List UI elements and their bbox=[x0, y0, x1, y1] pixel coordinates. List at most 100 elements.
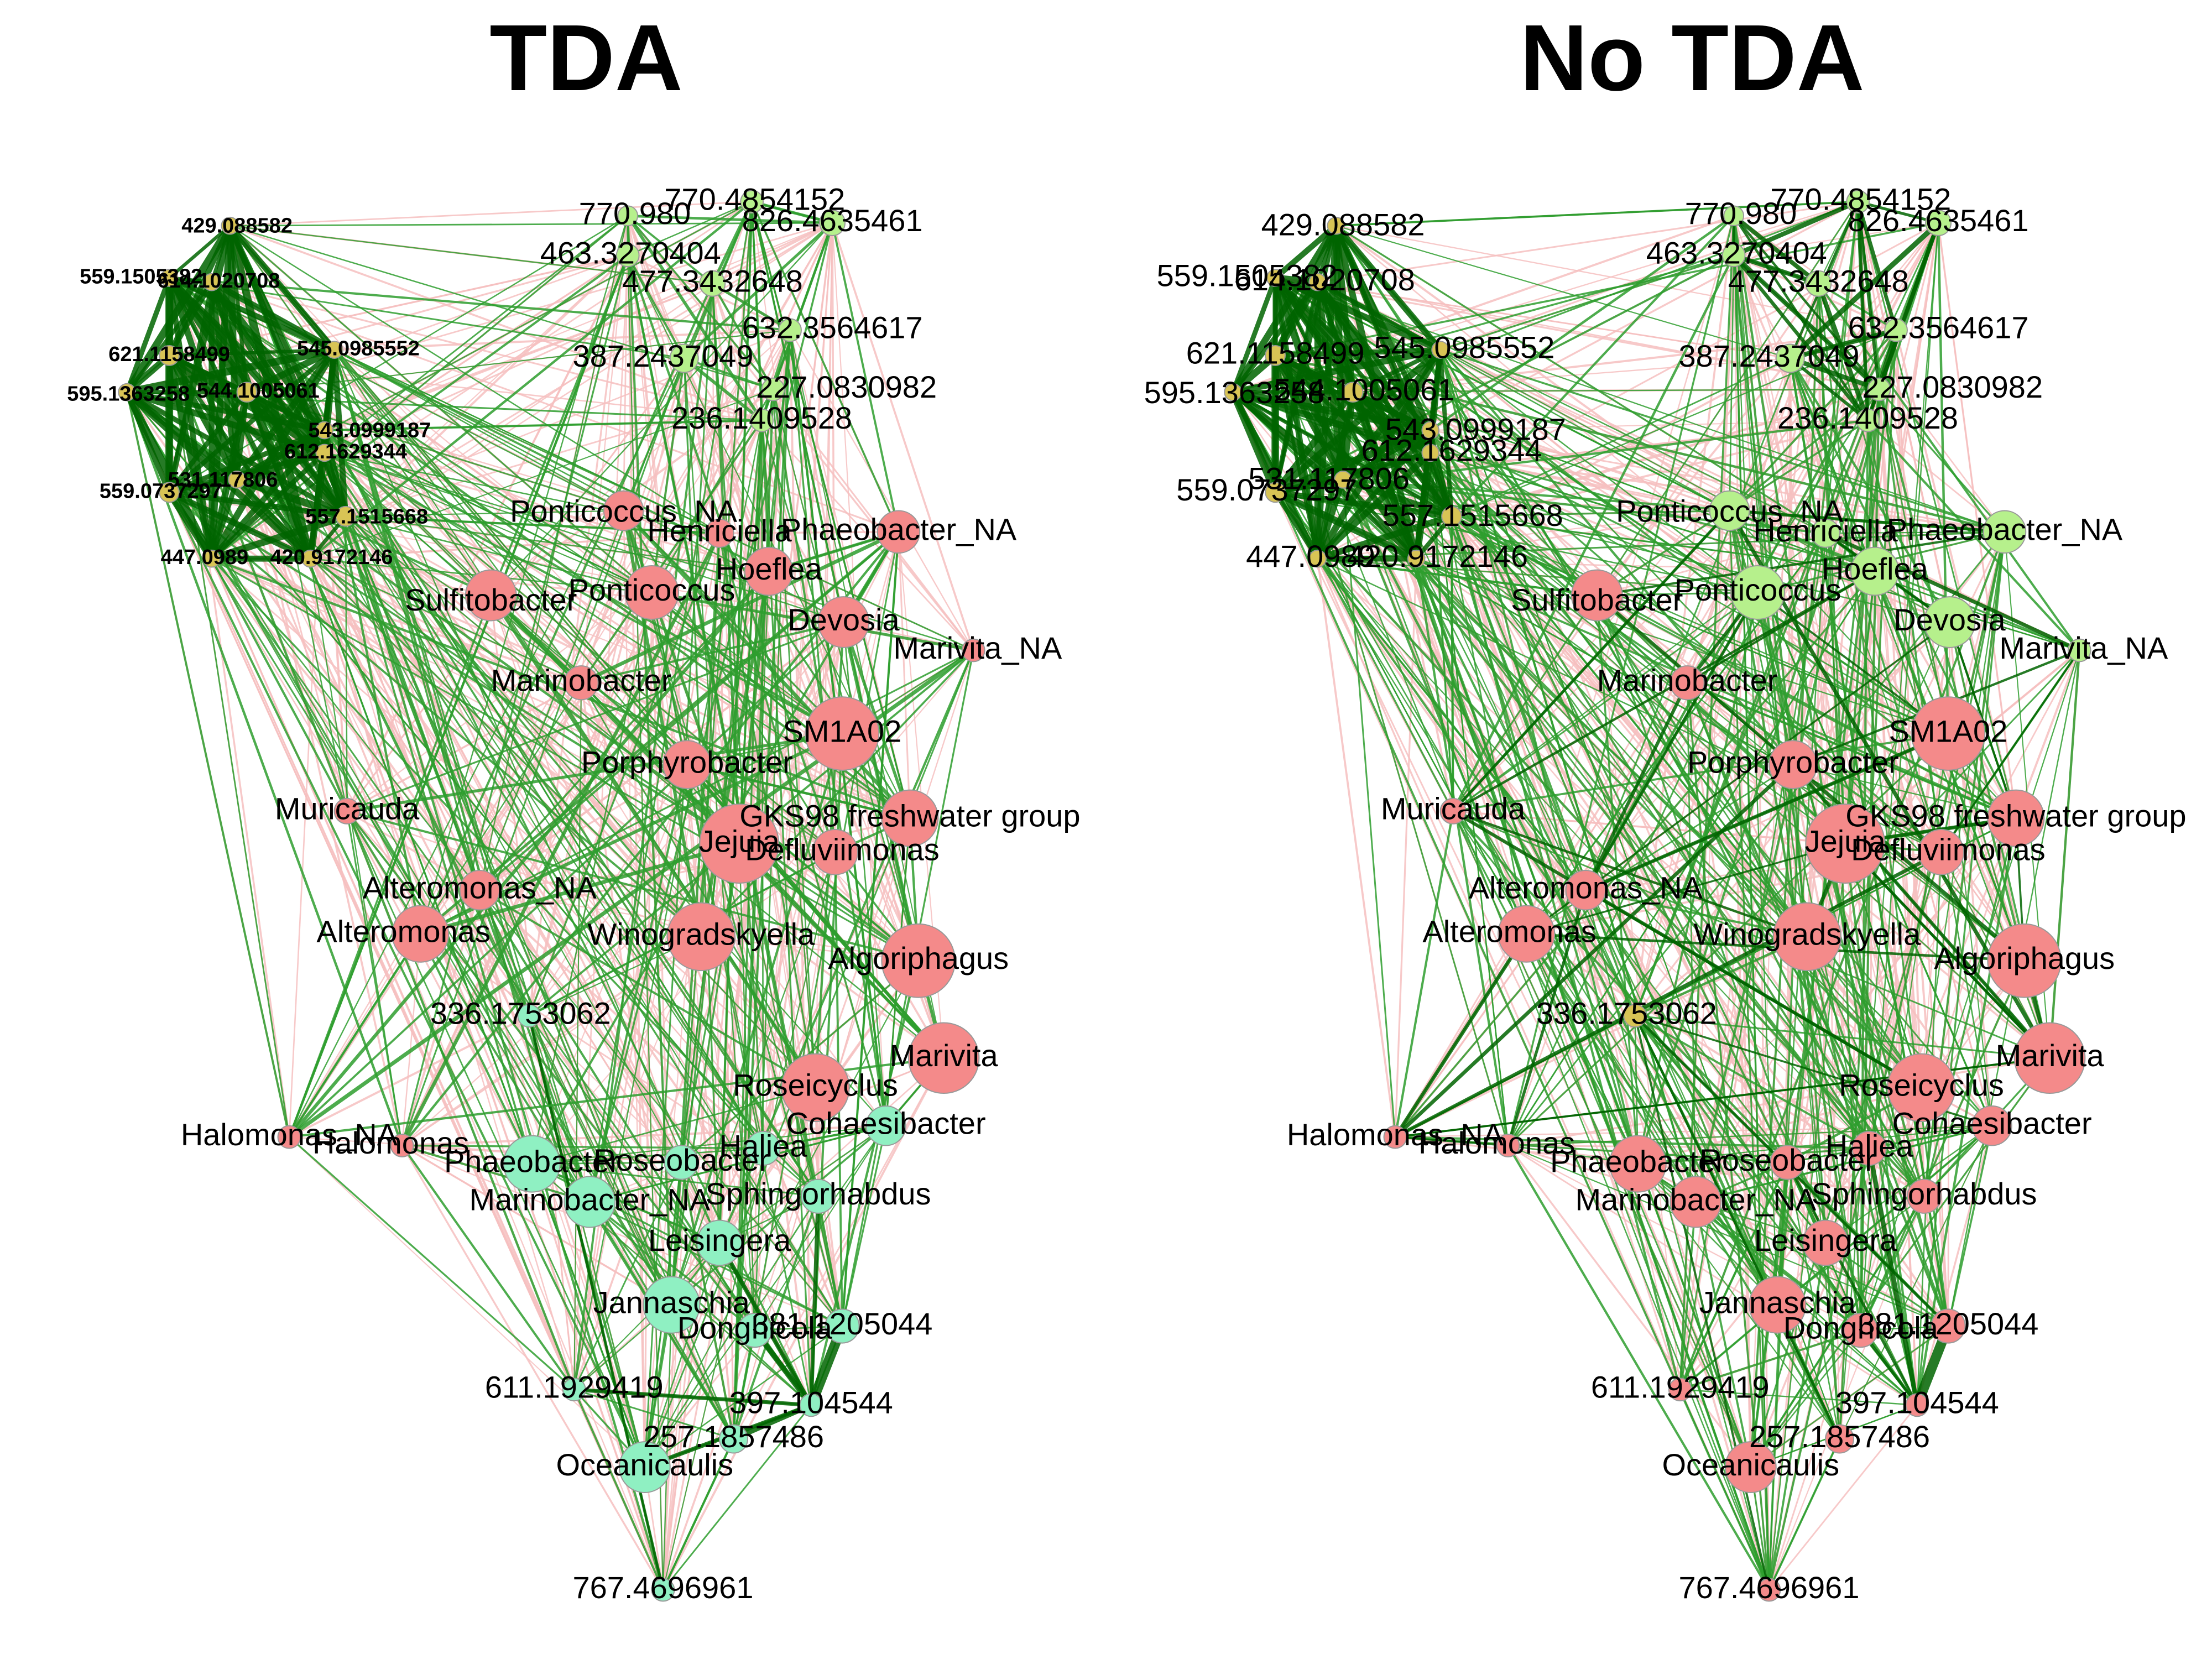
strong-edge bbox=[1584, 592, 1759, 891]
strong-edge bbox=[1230, 277, 1278, 393]
positive-edge bbox=[1877, 389, 2026, 961]
network-node bbox=[1825, 1424, 1855, 1454]
node-label: 632.3564617 bbox=[742, 310, 923, 345]
node-label: 595.1363258 bbox=[67, 382, 190, 405]
positive-edge bbox=[1786, 1162, 1840, 1439]
network-node bbox=[118, 383, 136, 401]
node-label: Halomonas bbox=[1418, 1125, 1575, 1160]
network-node bbox=[277, 1125, 301, 1149]
strong-edge bbox=[626, 215, 763, 421]
strong-edge bbox=[574, 1387, 812, 1407]
positive-edge bbox=[531, 1125, 886, 1165]
network-node bbox=[877, 510, 921, 554]
positive-edge bbox=[1275, 277, 2005, 533]
negative-edge bbox=[333, 349, 702, 937]
node-label: 559.0737297 bbox=[1176, 472, 1357, 507]
network-node bbox=[236, 382, 258, 403]
negative-edge bbox=[644, 201, 753, 1468]
positive-edge bbox=[732, 1196, 820, 1439]
strong-edge bbox=[684, 357, 774, 391]
positive-edge bbox=[1818, 283, 1897, 331]
node-label: Devosia bbox=[787, 602, 900, 637]
strong-edge bbox=[419, 530, 900, 935]
network-node bbox=[817, 596, 870, 648]
positive-edge bbox=[288, 621, 844, 1138]
negative-edge bbox=[401, 1145, 664, 1590]
negative-edge bbox=[345, 222, 833, 517]
node-label: Phaeobacter bbox=[444, 1144, 620, 1178]
positive-edge bbox=[589, 1125, 886, 1203]
positive-edge bbox=[1679, 533, 1827, 1390]
network-node bbox=[1843, 1313, 1879, 1348]
node-label: 611.1929419 bbox=[485, 1370, 664, 1405]
node-label: Henriciella bbox=[1753, 513, 1898, 548]
positive-edge bbox=[662, 1438, 735, 1590]
network-node bbox=[666, 902, 736, 972]
network-node bbox=[1224, 383, 1242, 401]
node-label: 767.4696961 bbox=[572, 1570, 753, 1605]
positive-edge bbox=[1507, 215, 1735, 1146]
positive-edge bbox=[531, 1147, 764, 1165]
network-node bbox=[1923, 596, 1976, 648]
strong-edge bbox=[1792, 763, 2026, 962]
node-label: 463.3270404 bbox=[1646, 236, 1827, 270]
negative-edge bbox=[1916, 1125, 1993, 1406]
positive-edge bbox=[246, 392, 682, 1163]
node-label: Marinobacter_NA bbox=[1575, 1182, 1816, 1217]
strong-edge bbox=[1526, 842, 1846, 935]
node-label: Muricauda bbox=[1381, 791, 1526, 826]
network-node bbox=[1441, 505, 1462, 527]
negative-edge bbox=[1452, 222, 1939, 812]
node-label: 544.1005061 bbox=[197, 379, 320, 403]
positive-edge bbox=[1451, 515, 1949, 734]
node-label: Jannaschia bbox=[593, 1285, 750, 1319]
node-label: 447.0989 bbox=[1246, 539, 1375, 573]
negative-edge bbox=[1694, 420, 1869, 1202]
negative-edge bbox=[1596, 595, 1681, 1390]
negative-edge bbox=[898, 531, 911, 818]
positive-edge bbox=[1452, 594, 1598, 812]
network-node bbox=[744, 546, 794, 596]
positive-edge bbox=[1860, 650, 2080, 1331]
positive-edge bbox=[1793, 764, 2016, 819]
node-label: Sphingorhabdus bbox=[706, 1176, 931, 1211]
positive-edge bbox=[738, 843, 945, 1059]
strong-edge bbox=[125, 280, 213, 394]
negative-edge bbox=[580, 682, 843, 1327]
positive-edge bbox=[573, 1389, 664, 1590]
strong-edge bbox=[1585, 732, 1949, 892]
positive-edge bbox=[1733, 216, 1794, 765]
network-node bbox=[159, 482, 180, 503]
negative-edge bbox=[1818, 283, 1827, 1243]
strong-edge bbox=[622, 509, 911, 820]
positive-edge bbox=[732, 330, 791, 1439]
positive-edge bbox=[1452, 254, 1735, 812]
positive-edge bbox=[1839, 1125, 1992, 1439]
positive-edge bbox=[419, 933, 533, 1165]
positive-edge bbox=[1317, 531, 2005, 560]
node-label: Roseobacter bbox=[593, 1142, 769, 1177]
network-node bbox=[781, 1053, 850, 1123]
node-label: Marivita_NA bbox=[1999, 630, 2168, 665]
node-label: 429.088582 bbox=[1261, 207, 1425, 242]
node-label: SM1A02 bbox=[783, 713, 902, 748]
positive-edge bbox=[169, 277, 624, 512]
node-label: GKS98 freshwater group bbox=[739, 798, 1080, 833]
network-node bbox=[799, 1393, 823, 1417]
node-label: Ponticoccus bbox=[1674, 572, 1841, 607]
positive-edge bbox=[1916, 818, 2017, 1406]
positive-edge bbox=[662, 1404, 812, 1590]
node-label: 227.0830982 bbox=[756, 369, 937, 404]
strong-edge bbox=[1275, 347, 1441, 358]
positive-edge bbox=[346, 811, 403, 1146]
positive-edge bbox=[345, 515, 886, 1126]
strong-edge bbox=[227, 223, 337, 352]
positive-edge bbox=[751, 201, 900, 533]
positive-edge bbox=[644, 960, 919, 1468]
positive-edge bbox=[738, 420, 763, 844]
strong-edge bbox=[1452, 570, 1876, 812]
negative-edge bbox=[1335, 225, 1949, 734]
negative-edge bbox=[1507, 1145, 1918, 1406]
positive-edge bbox=[169, 277, 974, 651]
positive-edge bbox=[1275, 277, 1730, 512]
